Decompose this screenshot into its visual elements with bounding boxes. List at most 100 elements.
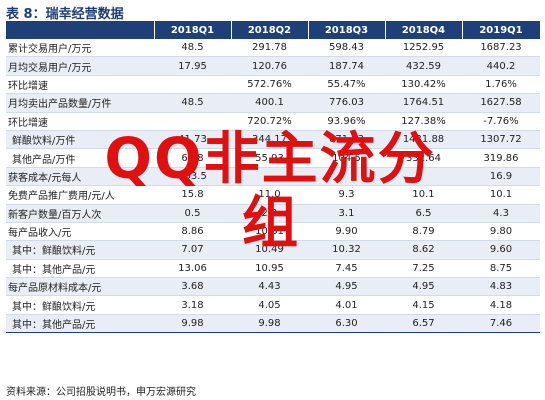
table-cell: 7.45: [308, 259, 385, 279]
table-cell: 776.03: [308, 93, 385, 113]
table-cell: 103.5: [154, 167, 231, 187]
table-row: 其中：其他产品/元 9.98 9.98 6.30 6.57 7.46: [6, 314, 540, 334]
table-cell: 1.76%: [462, 75, 540, 95]
table-cell: 4.15: [385, 295, 462, 315]
table-cell: 8.86: [154, 222, 231, 242]
table-cell: 120.76: [231, 56, 308, 76]
table-cell: -7.76%: [462, 112, 540, 131]
table-row: 环比增速 572.76% 55.47% 130.42% 1.76%: [6, 75, 540, 95]
table-cell: 4.01: [308, 295, 385, 315]
row-label: 累计交易用户/万元: [6, 39, 154, 58]
row-label: 其他产品/万件: [6, 148, 154, 168]
table-cell: 48.5: [154, 93, 231, 113]
table-cell: 7.25: [385, 259, 462, 279]
table-cell: 13.06: [154, 259, 231, 279]
table-cell: 4.83: [462, 277, 540, 297]
page-title: 表 8：瑞幸经营数据: [6, 7, 124, 22]
table-cell: 17.95: [154, 56, 231, 76]
header-cell-period: 2018Q3: [308, 21, 386, 39]
table-row: 其中：鲜酿饮料/元 3.18 4.05 4.01 4.15 4.18: [6, 295, 540, 315]
header-cell-period: 2018Q4: [385, 21, 463, 39]
table-cell: 6.78: [154, 148, 231, 168]
table-cell: 572.76%: [231, 75, 308, 95]
table-body: 累计交易用户/万元 48.5 291.78 598.43 1252.95 1687.23 月…: [6, 39, 540, 334]
table-row: 获客成本/元每人 103.5 16.9: [6, 167, 540, 187]
row-label: 获客成本/元每人: [6, 167, 154, 187]
table-cell: 4.95: [308, 277, 385, 297]
table-cell: 4.3: [462, 204, 540, 223]
table-cell: 55.47%: [308, 75, 385, 95]
header-cell-label: [6, 21, 155, 39]
table-cell: 127.38%: [385, 112, 462, 131]
table-cell: 9.98: [154, 314, 231, 334]
table-cell: 9.3: [308, 185, 385, 205]
table-cell: 15.8: [154, 185, 231, 205]
table-cell: 9.98: [231, 314, 308, 334]
table-cell: 187.74: [308, 56, 385, 76]
table-cell: 6.30: [308, 314, 385, 334]
row-label: 鲜酿饮料/万件: [6, 130, 154, 150]
table-row: 每产品收入/元 8.86 10.61 9.90 8.79 9.80: [6, 222, 540, 242]
table-cell: 6.5: [385, 204, 462, 223]
table-cell: 0.5: [154, 204, 231, 223]
table-row: 环比增速 720.72% 93.96% 127.38% -7.76%: [6, 112, 540, 131]
table-cell: 10.1: [462, 185, 540, 205]
table-cell: [154, 112, 231, 131]
table-cell: 7.07: [154, 240, 231, 260]
table-cell: [231, 167, 308, 187]
header-cell-period: 2018Q2: [231, 21, 309, 39]
table-cell: 332.64: [385, 148, 462, 168]
row-label: 环比增速: [6, 75, 154, 95]
table-cell: 10.95: [231, 259, 308, 279]
row-label: 月均卖出产品数量/万件: [6, 93, 154, 113]
table-cell: 3.1: [308, 204, 385, 223]
table-cell: 16.9: [462, 167, 540, 187]
table-cell: 130.42%: [385, 75, 462, 95]
table-cell: 3.68: [154, 277, 231, 297]
table-cell: 10.49: [231, 240, 308, 260]
row-label: 其中：其他产品/元: [6, 259, 154, 279]
table-cell: 10.32: [308, 240, 385, 260]
table-row: 其中：其他产品/元 13.06 10.95 7.45 7.25 8.75: [6, 259, 540, 279]
table-cell: 1627.58: [462, 93, 540, 113]
table-cell: 4.43: [231, 277, 308, 297]
row-label: 新客户数量/百万人次: [6, 204, 154, 223]
header-cell-period: 2019Q1: [462, 21, 541, 39]
table-header-row: 2018Q1 2018Q2 2018Q3 2018Q4 2019Q1: [6, 21, 541, 39]
table-cell: 1307.72: [462, 130, 540, 150]
table-row: 每产品原材料成本/元 3.68 4.43 4.95 4.95 4.83: [6, 277, 540, 297]
table-cell: 9.60: [462, 240, 540, 260]
table-cell: 1431.88: [385, 130, 462, 150]
row-label: 环比增速: [6, 112, 154, 131]
table-cell: 2.2: [231, 204, 308, 223]
table-cell: 1687.23: [462, 39, 540, 58]
source-note: 资料来源：公司招股说明书，申万宏源研究: [6, 387, 196, 398]
table-row: 新客户数量/百万人次 0.5 2.2 3.1 6.5 4.3: [6, 204, 540, 223]
data-table: 2018Q1 2018Q2 2018Q3 2018Q4 2019Q1 累计交易用户/万元…: [6, 21, 541, 334]
table-row: 免费产品推广费用/元/人 15.8 11.0 9.3 10.1 10.1: [6, 185, 540, 205]
table-cell: [308, 167, 385, 187]
table-cell: 55.93: [231, 148, 308, 168]
row-label: 其中：其他产品/元: [6, 314, 154, 334]
row-label: 免费产品推广费用/元/人: [6, 185, 154, 205]
table-cell: 10.61: [231, 222, 308, 242]
table-row: 累计交易用户/万元 48.5 291.78 598.43 1252.95 1687.23: [6, 39, 540, 58]
table-cell: 10.1: [385, 185, 462, 205]
table-cell: [154, 75, 231, 95]
table-row: 其他产品/万件 6.78 55.93 104.5 332.64 319.86: [6, 148, 540, 168]
table-cell: 291.78: [231, 39, 308, 58]
table-cell: 8.79: [385, 222, 462, 242]
table-cell: 4.05: [231, 295, 308, 315]
row-label: 月均交易用户/万元: [6, 56, 154, 76]
table-cell: 48.5: [154, 39, 231, 58]
table-cell: 319.86: [462, 148, 540, 168]
table-cell: 400.1: [231, 93, 308, 113]
row-label: 其中：鲜酿饮料/元: [6, 295, 154, 315]
table-cell: 1252.95: [385, 39, 462, 58]
row-label: 其中：鲜酿饮料/元: [6, 240, 154, 260]
row-label: 每产品原材料成本/元: [6, 277, 154, 297]
table-cell: 4.95: [385, 277, 462, 297]
table-cell: 6.57: [385, 314, 462, 334]
table-cell: 41.73: [154, 130, 231, 150]
table-cell: [385, 167, 462, 187]
